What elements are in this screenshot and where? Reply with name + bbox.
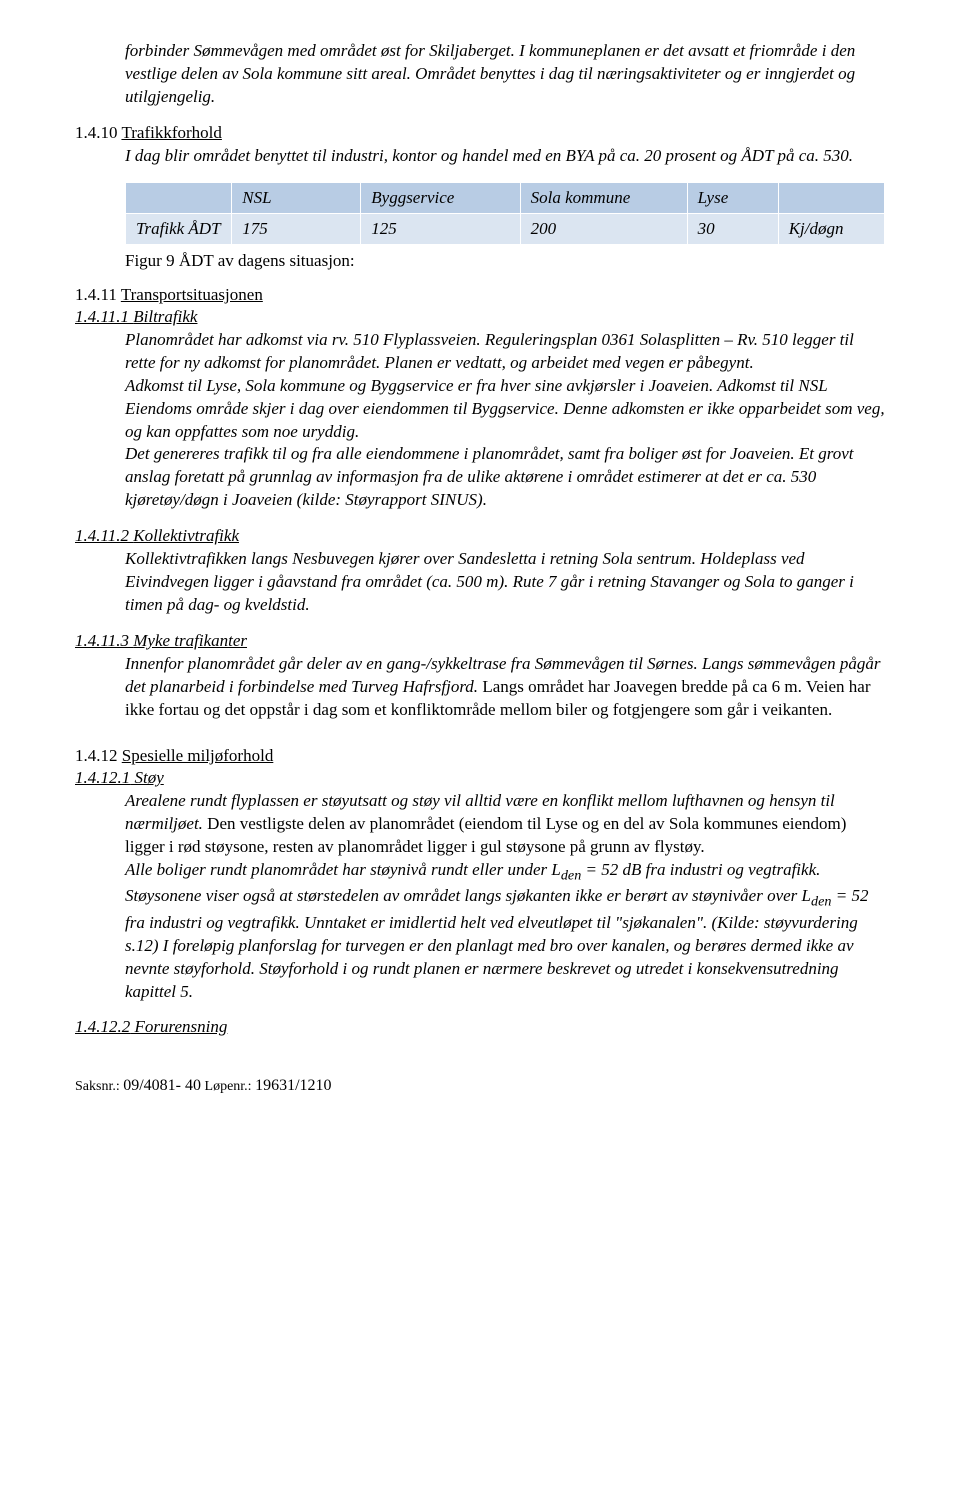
subsection-14122-head: 1.4.12.2 Forurensning xyxy=(75,1017,885,1037)
s14111-p3: Det genereres trafikk til og fra alle ei… xyxy=(125,443,885,512)
table-header-cell xyxy=(778,182,884,213)
table-header-cell: NSL xyxy=(232,182,361,213)
table-row: Trafikk ÅDT 175 125 200 30 Kj/døgn xyxy=(126,213,885,244)
subsection-14113-head: 1.4.11.3 Myke trafikanter xyxy=(75,631,885,651)
table-cell: Kj/døgn xyxy=(778,213,884,244)
sub-14122-num: 1.4.12.2 xyxy=(75,1017,130,1036)
footer-lopenr-label: Løpenr.: xyxy=(201,1079,255,1094)
table-header-cell: Byggservice xyxy=(361,182,520,213)
intro-paragraph: forbinder Sømmevågen med området øst for… xyxy=(75,40,885,109)
section-1412-num: 1.4.12 xyxy=(75,746,118,765)
sub-14113-title: Myke trafikanter xyxy=(133,631,247,650)
sub-14111-num: 1.4.11.1 xyxy=(75,307,129,326)
sub-14111-title: Biltrafikk xyxy=(133,307,197,326)
figure-9-caption: Figur 9 ÅDT av dagens situasjon: xyxy=(125,251,885,271)
s14113-p1: Innenfor planområdet går deler av en gan… xyxy=(75,653,885,722)
section-1410-title: Trafikkforhold xyxy=(121,123,221,142)
table-cell: 200 xyxy=(520,213,687,244)
footer-lopenr: 19631/1210 xyxy=(255,1077,331,1094)
table-cell: 30 xyxy=(687,213,778,244)
section-1411-head: 1.4.11 Transportsituasjonen xyxy=(75,285,885,305)
s14111-p1: Planområdet har adkomst via rv. 510 Flyp… xyxy=(125,329,885,375)
subsection-14111-head: 1.4.11.1 Biltrafikk xyxy=(75,307,885,327)
sub-14113-num: 1.4.11.3 xyxy=(75,631,129,650)
sub-14121-title: Støy xyxy=(135,768,164,787)
s14121-p1-normal: Den vestligste delen av planområdet (eie… xyxy=(125,814,846,856)
section-1410-head: 1.4.10 Trafikkforhold xyxy=(75,123,885,143)
section-1412-title: Spesielle miljøforhold xyxy=(122,746,274,765)
s14121-sub2: den xyxy=(811,894,831,910)
s14112-p1: Kollektivtrafikken langs Nesbuvegen kjør… xyxy=(75,548,885,617)
table-cell: 175 xyxy=(232,213,361,244)
sub-14122-title: Forurensning xyxy=(135,1017,228,1036)
s14121-p1: Arealene rundt flyplassen er støyutsatt … xyxy=(125,790,885,859)
table-cell: 125 xyxy=(361,213,520,244)
sub-14112-title: Kollektivtrafikk xyxy=(133,526,239,545)
page-content: forbinder Sømmevågen med området øst for… xyxy=(0,0,960,1135)
s14121-p2a: Alle boliger rundt planområdet har støyn… xyxy=(125,860,561,879)
table-row-label: Trafikk ÅDT xyxy=(126,213,232,244)
sub-14121-num: 1.4.12.1 xyxy=(75,768,130,787)
traffic-table: NSL Byggservice Sola kommune Lyse Trafik… xyxy=(125,182,885,245)
s14111-p2: Adkomst til Lyse, Sola kommune og Byggse… xyxy=(125,375,885,444)
subsection-14112-head: 1.4.11.2 Kollektivtrafikk xyxy=(75,526,885,546)
footer-saksnr: 09/4081- 40 xyxy=(123,1077,201,1094)
section-1410-p1: I dag blir området benyttet til industri… xyxy=(75,145,885,168)
subsection-14121-head: 1.4.12.1 Støy xyxy=(75,768,885,788)
page-footer: Saksnr.: 09/4081- 40 Løpenr.: 19631/1210 xyxy=(75,1077,885,1095)
section-1410-num: 1.4.10 xyxy=(75,123,118,142)
s14121-p2: Alle boliger rundt planområdet har støyn… xyxy=(125,859,885,1004)
table-header-cell: Lyse xyxy=(687,182,778,213)
section-1411-num: 1.4.11 xyxy=(75,285,117,304)
table-wrapper: NSL Byggservice Sola kommune Lyse Trafik… xyxy=(75,182,885,271)
table-header-row: NSL Byggservice Sola kommune Lyse xyxy=(126,182,885,213)
table-header-cell: Sola kommune xyxy=(520,182,687,213)
section-1411-title: Transportsituasjonen xyxy=(121,285,263,304)
section-1412-head: 1.4.12 Spesielle miljøforhold xyxy=(75,746,885,766)
table-header-cell xyxy=(126,182,232,213)
s14121-sub1: den xyxy=(561,867,581,883)
sub-14112-num: 1.4.11.2 xyxy=(75,526,129,545)
footer-saksnr-label: Saksnr.: xyxy=(75,1079,123,1094)
